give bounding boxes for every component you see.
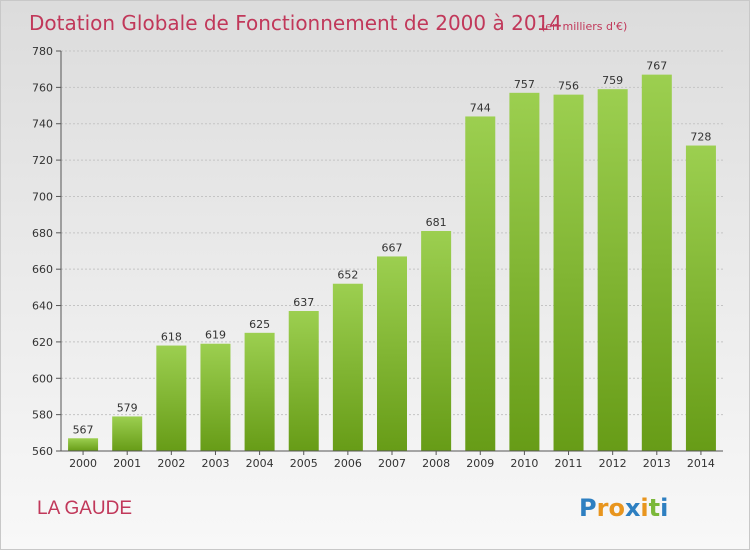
y-tick-label: 660 <box>32 263 53 276</box>
bar-value-label: 759 <box>602 74 623 87</box>
y-axis: 560 580 600 620 640 660 680 700 720 740 760 780 <box>32 45 62 458</box>
bar-value-label: 567 <box>73 423 94 436</box>
bar <box>68 438 99 451</box>
bar <box>156 345 187 451</box>
x-tick-label: 2007 <box>378 457 406 470</box>
bar <box>200 343 231 451</box>
bar-value-label: 579 <box>117 401 138 414</box>
bar <box>421 231 452 451</box>
x-tick-label: 2012 <box>599 457 627 470</box>
y-tick-label: 680 <box>32 227 53 240</box>
bars: 567 579 618 619 625 637 652 667 681 744 757 756 759 7… <box>68 60 716 452</box>
bar-value-label: 625 <box>249 318 270 331</box>
bar <box>465 116 496 452</box>
logo-letter: o <box>608 494 625 522</box>
bar <box>509 92 540 452</box>
proxiti-logo: Proxiti <box>579 494 668 522</box>
y-tick-label: 600 <box>32 372 53 385</box>
x-axis: 2000 2001 2002 2003 2004 2005 2006 2007 2008 2009… <box>61 450 723 470</box>
x-tick-label: 2000 <box>69 457 97 470</box>
x-tick-label: 2013 <box>643 457 671 470</box>
x-tick-label: 2011 <box>555 457 583 470</box>
bar <box>244 332 275 451</box>
bar <box>377 256 407 451</box>
bar-value-label: 637 <box>293 296 314 309</box>
bar-value-label: 618 <box>161 331 182 344</box>
logo-letter: t <box>649 494 660 522</box>
bar-value-label: 728 <box>690 131 711 144</box>
chart-subtitle: (en milliers d'€) <box>541 20 627 33</box>
x-tick-label: 2014 <box>687 457 715 470</box>
x-tick-label: 2008 <box>422 457 450 470</box>
x-tick-label: 2010 <box>510 457 538 470</box>
logo-letter: P <box>579 494 597 522</box>
x-tick-label: 2004 <box>246 457 274 470</box>
x-tick-label: 2009 <box>466 457 494 470</box>
bar-value-label: 744 <box>470 101 491 114</box>
bar <box>288 311 319 451</box>
logo-letter: r <box>597 494 609 522</box>
bar <box>112 416 143 451</box>
place-name: LA GAUDE <box>37 498 132 519</box>
logo-letter: x <box>625 494 641 522</box>
bar <box>597 89 628 451</box>
bar-value-label: 756 <box>558 80 579 93</box>
y-tick-label: 720 <box>32 154 53 167</box>
bar-value-label: 681 <box>426 216 447 229</box>
y-tick-label: 700 <box>32 190 53 203</box>
y-tick-label: 760 <box>32 81 53 94</box>
logo-letter: i <box>660 494 668 522</box>
bar <box>641 74 672 452</box>
y-tick-label: 580 <box>32 409 53 422</box>
y-tick-label: 620 <box>32 336 53 349</box>
bar-value-label: 652 <box>337 269 358 282</box>
chart-title: Dotation Globale de Fonctionnement de 20… <box>29 11 562 35</box>
x-tick-label: 2003 <box>201 457 229 470</box>
bar <box>553 94 584 452</box>
y-tick-label: 740 <box>32 118 53 131</box>
x-tick-label: 2005 <box>290 457 318 470</box>
bar-value-label: 619 <box>205 329 226 342</box>
y-tick-label: 640 <box>32 300 53 313</box>
x-tick-label: 2006 <box>334 457 362 470</box>
bar <box>685 145 716 451</box>
x-tick-label: 2001 <box>113 457 141 470</box>
bar-value-label: 667 <box>382 241 403 254</box>
logo-letter: i <box>640 494 648 522</box>
bar-value-label: 767 <box>646 60 667 73</box>
bar <box>332 283 363 451</box>
y-tick-label: 560 <box>32 445 53 458</box>
x-tick-label: 2002 <box>157 457 185 470</box>
bar-value-label: 757 <box>514 78 535 91</box>
y-tick-label: 780 <box>32 45 53 58</box>
